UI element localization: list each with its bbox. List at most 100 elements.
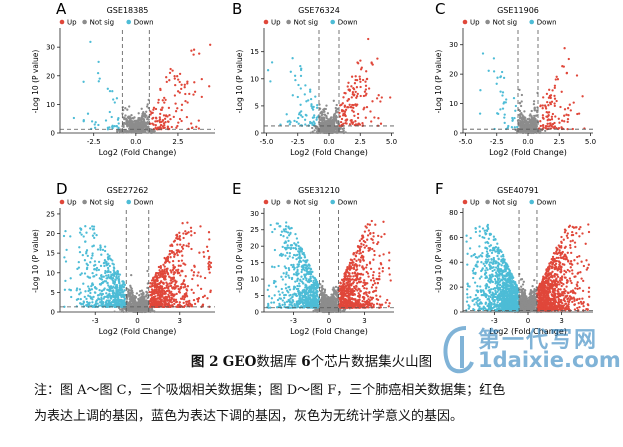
point-down bbox=[82, 118, 85, 122]
point-up bbox=[192, 93, 195, 96]
point-up bbox=[162, 122, 166, 125]
point-up bbox=[153, 290, 156, 293]
point-notsig bbox=[329, 128, 333, 131]
point-notsig bbox=[333, 297, 336, 301]
point-down bbox=[69, 277, 72, 280]
point-down bbox=[94, 121, 97, 124]
point-notsig bbox=[143, 310, 146, 313]
point-notsig bbox=[333, 302, 336, 305]
point-down bbox=[91, 282, 94, 285]
point-up bbox=[190, 122, 193, 125]
point-up bbox=[176, 124, 179, 128]
point-notsig bbox=[149, 128, 152, 131]
point-up bbox=[161, 119, 165, 122]
point-down bbox=[106, 281, 109, 285]
point-up bbox=[197, 127, 201, 130]
point-down bbox=[266, 69, 270, 72]
point-up bbox=[567, 57, 570, 61]
point-down bbox=[285, 113, 288, 116]
point-up bbox=[367, 37, 370, 41]
point-up bbox=[551, 122, 555, 126]
point-up bbox=[352, 86, 355, 90]
point-down bbox=[307, 99, 310, 102]
point-up bbox=[550, 118, 554, 121]
point-up bbox=[196, 274, 199, 277]
point-notsig bbox=[528, 114, 531, 117]
point-down bbox=[108, 89, 112, 93]
point-up bbox=[361, 299, 364, 303]
point-down bbox=[95, 266, 99, 270]
point-down bbox=[110, 300, 114, 304]
point-up bbox=[545, 125, 548, 128]
legend: Up Not sig Down bbox=[263, 199, 358, 207]
x-tick-label: 2.5 bbox=[355, 138, 366, 146]
point-notsig bbox=[335, 120, 338, 123]
legend-dot-2 bbox=[529, 19, 534, 25]
point-up bbox=[558, 121, 561, 124]
point-up bbox=[208, 260, 211, 264]
x-axis-label: Log2 (Fold Change) bbox=[290, 148, 368, 157]
legend-label-1: Not sig bbox=[90, 199, 115, 207]
point-notsig bbox=[133, 309, 137, 312]
y-tick-label: 25 bbox=[46, 210, 55, 218]
point-notsig bbox=[132, 303, 136, 307]
point-up bbox=[339, 104, 342, 107]
point-up bbox=[361, 78, 365, 82]
point-notsig bbox=[136, 123, 139, 126]
legend-dot-2 bbox=[330, 199, 336, 205]
legend-label-2: Down bbox=[338, 19, 358, 27]
x-tick-label: -5.0 bbox=[260, 138, 274, 146]
legend-dot-1 bbox=[82, 199, 87, 205]
point-up bbox=[541, 114, 545, 117]
point-down bbox=[97, 123, 100, 127]
y-tick-label: 30 bbox=[449, 41, 458, 49]
point-down bbox=[80, 233, 83, 236]
point-up bbox=[157, 288, 160, 292]
point-up bbox=[550, 124, 553, 128]
point-down bbox=[116, 290, 119, 293]
point-up bbox=[155, 297, 159, 300]
point-down bbox=[313, 122, 316, 125]
point-up bbox=[566, 117, 570, 121]
point-up bbox=[548, 118, 552, 122]
point-down bbox=[104, 119, 108, 122]
point-up bbox=[353, 93, 356, 96]
point-up bbox=[362, 243, 365, 247]
point-down bbox=[78, 231, 82, 234]
point-up bbox=[206, 249, 210, 253]
point-down bbox=[98, 283, 102, 286]
point-up bbox=[549, 122, 552, 125]
point-notsig bbox=[138, 118, 141, 122]
legend-label-1: Not sig bbox=[294, 19, 319, 27]
point-up bbox=[168, 275, 171, 278]
point-down bbox=[510, 126, 514, 129]
point-up bbox=[185, 289, 189, 292]
point-notsig bbox=[130, 121, 133, 124]
panel-label-A: A bbox=[56, 0, 67, 18]
point-notsig bbox=[338, 130, 342, 134]
point-notsig bbox=[528, 119, 531, 123]
point-up bbox=[356, 249, 359, 253]
point-down bbox=[299, 64, 302, 68]
y-tick-label: 5 bbox=[255, 102, 259, 110]
point-up bbox=[158, 276, 161, 279]
point-notsig bbox=[343, 309, 346, 312]
point-down bbox=[114, 286, 118, 289]
point-down bbox=[113, 267, 116, 270]
point-down bbox=[93, 126, 97, 129]
point-notsig bbox=[136, 130, 139, 134]
point-down bbox=[90, 257, 93, 260]
point-up bbox=[183, 86, 186, 89]
point-notsig bbox=[124, 114, 127, 117]
point-down bbox=[478, 112, 482, 115]
point-notsig bbox=[523, 110, 526, 113]
point-down bbox=[288, 119, 291, 123]
point-down bbox=[487, 69, 490, 72]
point-notsig bbox=[330, 116, 333, 119]
point-up bbox=[157, 101, 160, 104]
point-down bbox=[314, 95, 317, 98]
point-up bbox=[182, 279, 186, 282]
point-up bbox=[180, 269, 184, 272]
point-down bbox=[93, 236, 96, 240]
point-down bbox=[123, 303, 126, 306]
